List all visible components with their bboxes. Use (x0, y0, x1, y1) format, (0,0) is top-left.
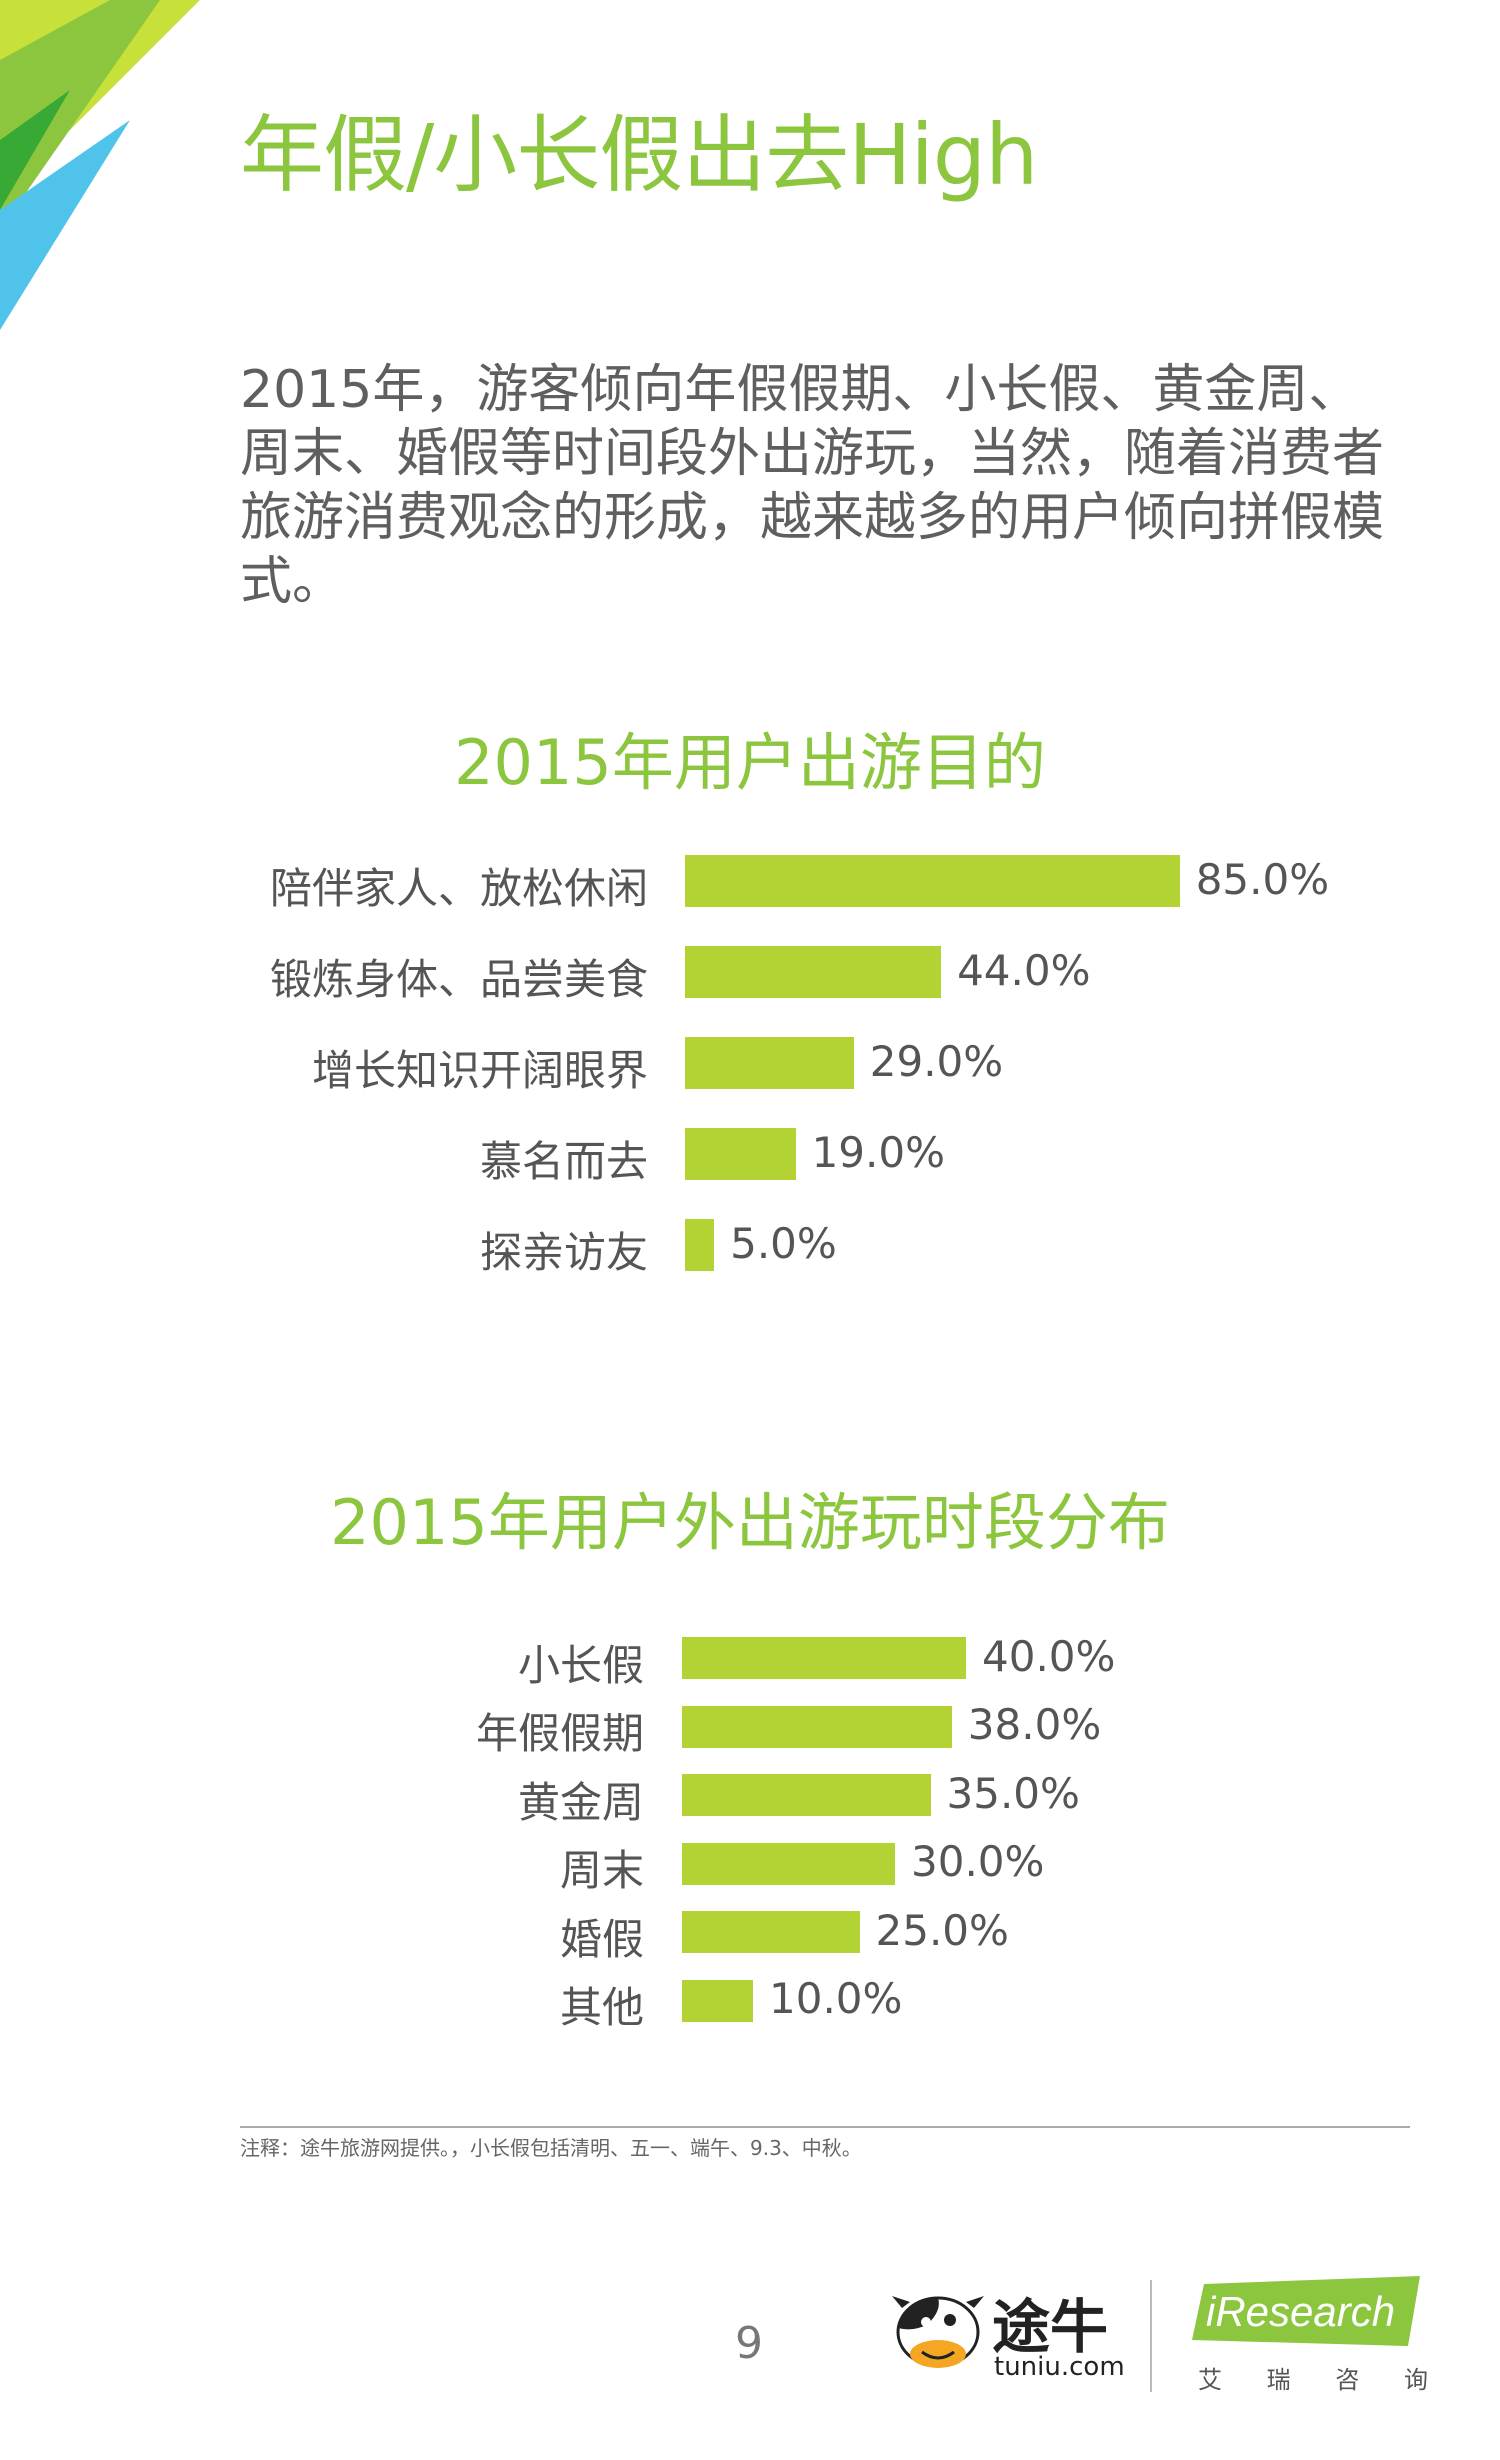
cow-icon (892, 2296, 984, 2368)
bar (682, 1774, 931, 1816)
value-label: 35.0% (946, 1768, 1080, 1818)
category-label: 探亲访友 (479, 1227, 648, 1277)
bar (685, 1128, 796, 1180)
tuniu-name: 途牛 (992, 2293, 1109, 2361)
category-label: 增长知识开阔眼界 (311, 1045, 648, 1095)
iresearch-wordmark: iResearch (1206, 2288, 1395, 2335)
value-label: 44.0% (957, 945, 1091, 995)
chart-title-period: 2015年用户外出游玩时段分布 (330, 1486, 1170, 1559)
iresearch-cn-char: 瑞 (1266, 2366, 1291, 2394)
value-label: 40.0% (982, 1631, 1116, 1681)
footer-rule (240, 2126, 1410, 2128)
iresearch-badge-icon: iResearch (1192, 2276, 1420, 2346)
iresearch-cn-char: 艾 (1198, 2366, 1222, 2394)
page-title: 年假/小长假出去High (240, 106, 1038, 204)
value-label: 25.0% (875, 1905, 1009, 1955)
bar (682, 1911, 860, 1953)
chart-title-purpose: 2015年用户出游目的 (454, 726, 1046, 799)
value-label: 38.0% (967, 1700, 1102, 1750)
bar (685, 855, 1180, 907)
category-label: 锻炼身体、品尝美食 (269, 954, 648, 1004)
footnote: 注释：途牛旅游网提供。，小长假包括清明、五一、端午、9.3、中秋。 (240, 2136, 862, 2160)
corner-decoration (0, 0, 200, 330)
category-label: 其他 (559, 1983, 644, 2033)
category-label: 周末 (559, 1846, 644, 1896)
bar (682, 1637, 966, 1679)
logo-divider (1150, 2280, 1152, 2392)
category-label: 慕名而去 (479, 1136, 648, 1186)
category-label: 陪伴家人、放松休闲 (269, 863, 648, 913)
iresearch-cn-char: 咨 (1335, 2366, 1360, 2394)
bar (682, 1705, 952, 1748)
tuniu-url: tuniu.com (994, 2352, 1125, 2382)
bar (682, 1842, 895, 1885)
value-label: 10.0% (769, 1974, 903, 2024)
bar (682, 1979, 753, 2022)
value-label: 19.0% (811, 1127, 946, 1177)
value-label: 5.0% (730, 1218, 837, 1268)
iresearch-cn-name: 艾 瑞 咨 询 (1198, 2360, 1428, 2395)
bar (685, 946, 942, 998)
intro-paragraph: 2015年，游客倾向年假假期、小长假、黄金周、周末、婚假等时间段外出游玩，当然，… (240, 360, 1385, 612)
value-label: 30.0% (911, 1837, 1045, 1887)
bar (685, 1037, 854, 1089)
category-label: 小长假 (517, 1640, 644, 1690)
bar (685, 1219, 715, 1271)
value-label: 85.0% (1195, 854, 1330, 904)
tuniu-logo: 途牛 tuniu.com (888, 2280, 1128, 2390)
value-label: 29.0% (869, 1036, 1004, 1086)
category-label: 婚假 (559, 1914, 644, 1964)
page-number: 9 (735, 2318, 763, 2369)
category-label: 黄金周 (517, 1777, 644, 1827)
category-label: 年假假期 (475, 1709, 644, 1759)
iresearch-cn-char: 询 (1403, 2366, 1428, 2394)
iresearch-logo: iResearch 艾 瑞 咨 询 (1192, 2276, 1432, 2396)
